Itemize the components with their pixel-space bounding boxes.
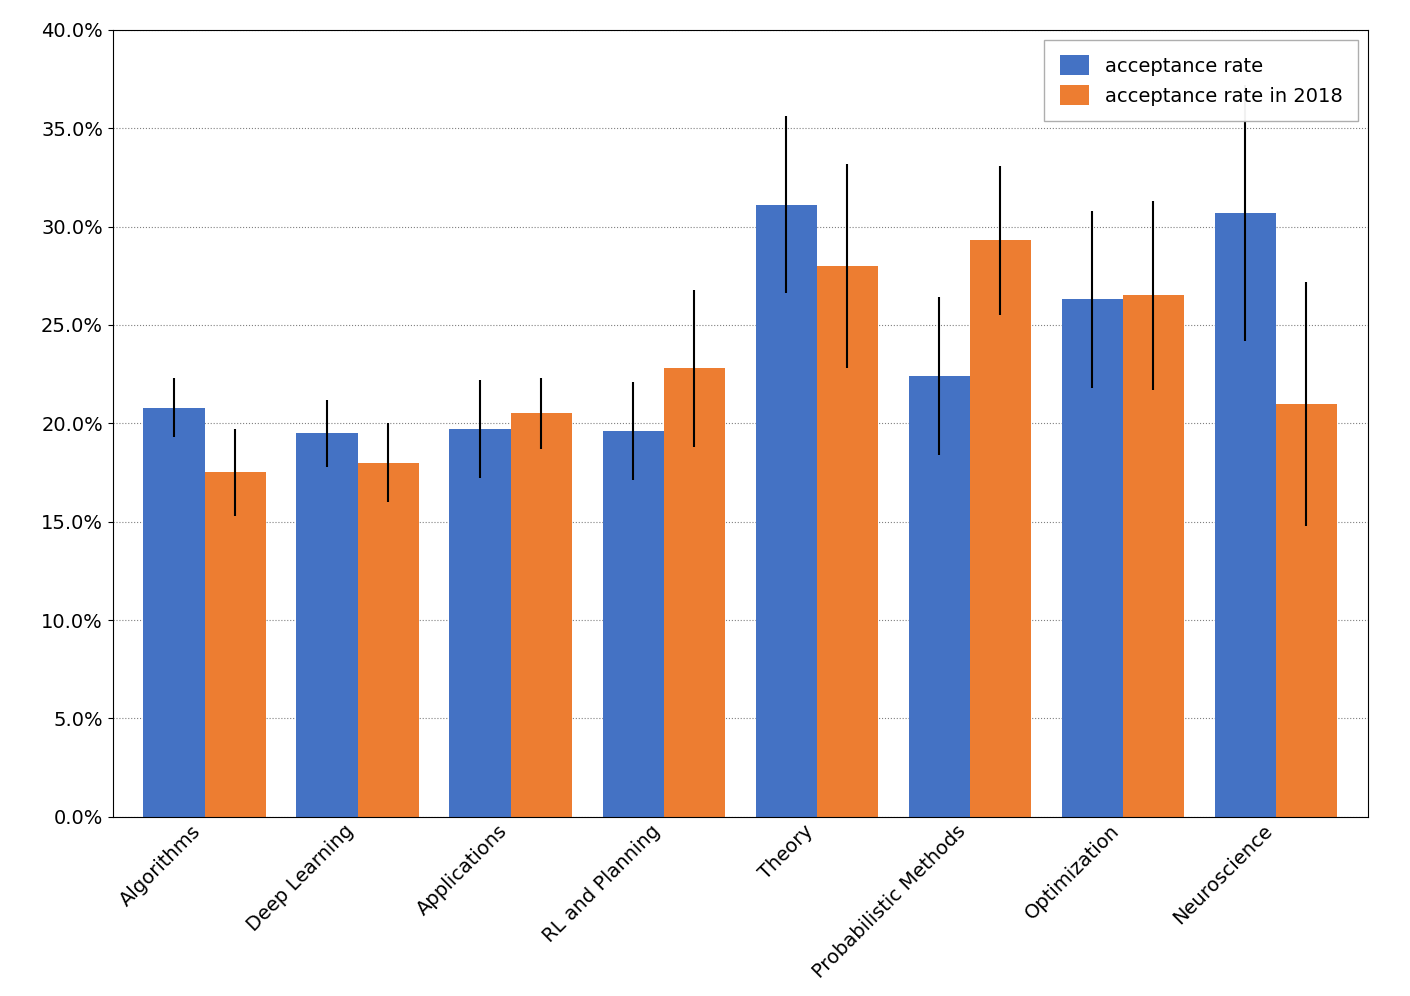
Bar: [450, 429, 510, 817]
Bar: [664, 369, 725, 817]
Bar: [358, 463, 419, 817]
Bar: [1214, 213, 1276, 817]
Bar: [908, 376, 970, 817]
Bar: [1122, 296, 1184, 817]
Bar: [602, 431, 664, 817]
Bar: [510, 413, 572, 817]
Bar: [1062, 300, 1122, 817]
Legend: acceptance rate, acceptance rate in 2018: acceptance rate, acceptance rate in 2018: [1045, 40, 1358, 122]
Bar: [204, 472, 266, 817]
Bar: [756, 205, 816, 817]
Bar: [970, 240, 1031, 817]
Bar: [1276, 403, 1337, 817]
Bar: [296, 433, 358, 817]
Bar: [144, 407, 204, 817]
Bar: [816, 266, 878, 817]
